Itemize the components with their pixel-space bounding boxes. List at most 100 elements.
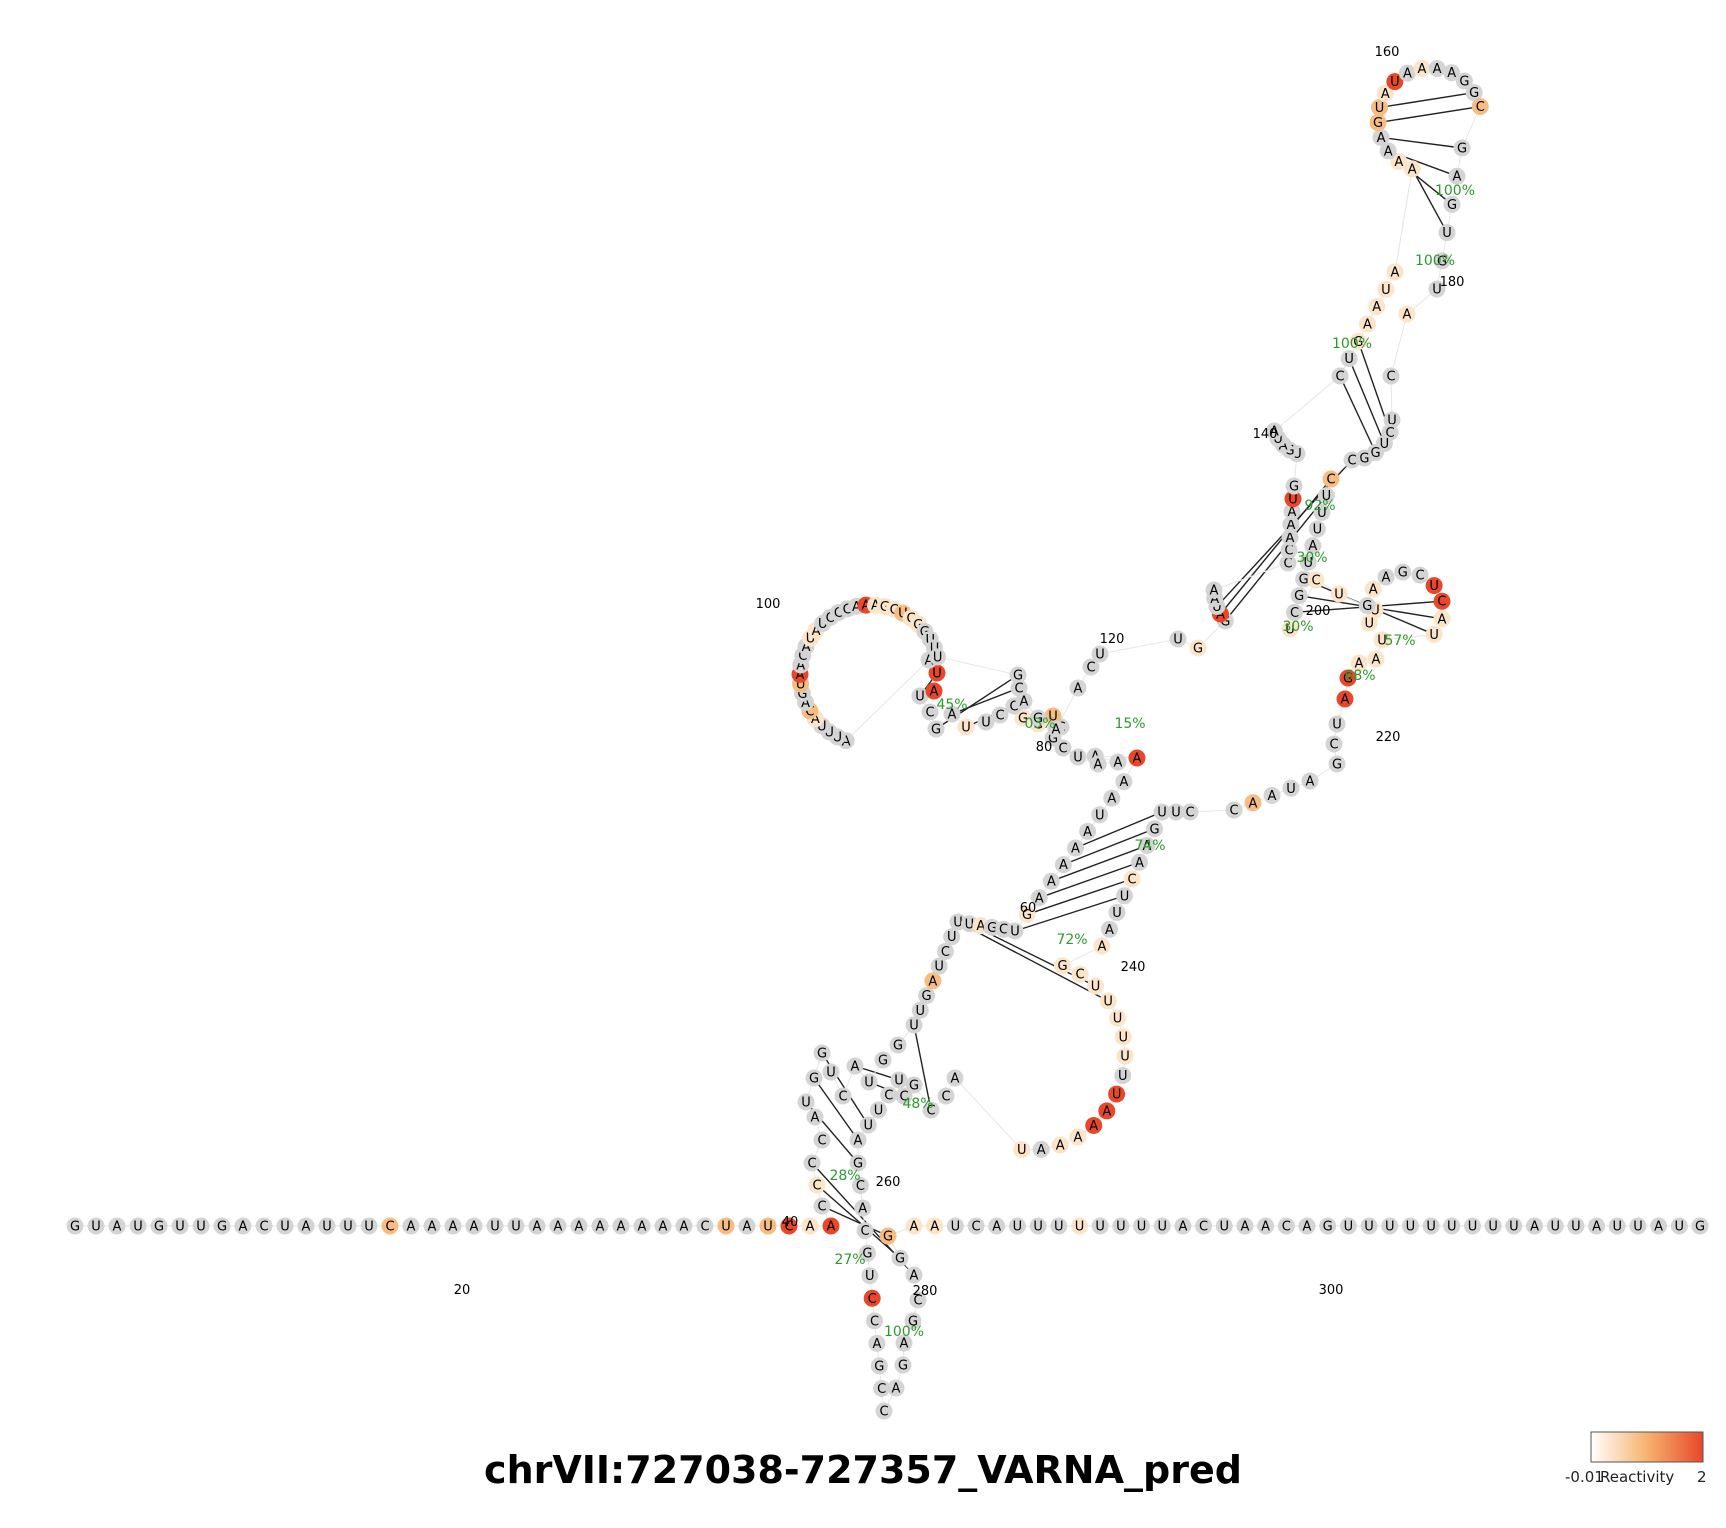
nucleotide-letter: A [872,1337,881,1352]
nucleotide-letter: A [1369,583,1378,598]
helix-percent-label: 48% [902,1096,933,1112]
nucleotide-circle [1018,905,1036,923]
nucleotide-letter: A [1286,531,1295,546]
nucleotide-letter: C [870,1314,879,1329]
nucleotide-circle [1067,839,1084,857]
nucleotide-circle [874,1051,892,1069]
nucleotide-circle [1367,650,1385,668]
nucleotide-210: C [1433,592,1451,610]
nucleotide-letter: G [70,1220,80,1235]
nucleotide-letter: A [861,599,870,614]
nucleotide-circle [894,1356,912,1374]
nucleotide-letter: U [796,677,806,692]
nucleotide-letter: A [1059,858,1068,873]
nucleotide-letter: C [1076,968,1085,983]
nucleotide-48: A [846,1057,864,1075]
nucleotide-18: A [423,1217,441,1235]
nucleotide-letter: C [1347,454,1356,469]
nucleotide-298: A [1236,1217,1254,1235]
nucleotide-circle [1116,887,1133,905]
nucleotide-20: A [465,1217,483,1235]
nucleotide-letter: C [1386,426,1395,441]
nucleotide-92: U [911,687,929,705]
base-pair-bonds [75,67,1700,1413]
nucleotide-letter: G [1022,908,1032,923]
nucleotide-41: C [813,1131,831,1149]
nucleotide-circle [991,706,1009,724]
nucleotide-letter: U [1426,1220,1436,1235]
nucleotide-219: C [1325,735,1343,753]
nucleotide-205: A [1364,580,1382,598]
nucleotide-64: U [1006,922,1024,940]
nucleotide-circle [1091,645,1109,663]
nucleotide-letter: A [575,1220,584,1235]
helix-percent-label: 03% [1024,716,1055,732]
nucleotide-circle [654,1217,672,1235]
base-pair-bond [1051,844,1148,882]
nucleotide-letter: U [1313,523,1323,538]
nucleotide-letter: G [853,1157,863,1172]
nucleotide-circle [1093,937,1111,955]
nucleotide-174: G [1465,84,1483,102]
nucleotide-circle [1369,114,1387,132]
nucleotide-160: A [1386,263,1404,281]
nucleotide-circle [1360,614,1378,632]
nucleotide-letter: C [1437,595,1446,610]
nucleotide-circle [1371,98,1389,116]
nucleotide-circle [1484,1217,1502,1235]
nucleotide-letter: G [1373,116,1383,131]
nucleotide-310: U [1484,1217,1502,1235]
nucleotide-circle [507,1217,525,1235]
nucleotide-letter: A [930,685,939,700]
nucleotide-letter: U [1509,1220,1519,1235]
nucleotide-letter: A [1403,308,1412,323]
nucleotide-249: A [1051,1136,1069,1154]
nucleotide-letter: U [1375,101,1385,116]
nucleotide-89: A [943,705,961,723]
nucleotide-circle [1047,720,1065,738]
nucleotide-letter: G [1013,669,1023,684]
nucleotide-letter: G [1343,672,1353,687]
nucleotide-letter: A [1306,775,1315,790]
nucleotide-circle [1082,658,1100,676]
nucleotide-circle [1009,666,1027,684]
nucleotide-circle [339,1217,357,1235]
nucleotide-214: A [1367,650,1385,668]
nucleotide-letter: U [1633,1220,1643,1235]
nucleotide-letter: C [1009,700,1018,715]
nucleotide-circle [444,1217,462,1235]
nucleotide-217: A [1336,690,1354,708]
nucleotide-93: A [925,682,943,700]
nucleotide-letter: G [1294,589,1304,604]
nucleotide-126: U [929,648,947,666]
nucleotide-circle [889,1036,907,1054]
nucleotide-circle [925,682,943,700]
nucleotide-circle [849,1131,867,1149]
nucleotide-letter: A [1094,758,1103,773]
nucleotide-letter: G [1285,444,1295,459]
nucleotide-94: U [928,664,946,682]
nucleotide-circle [880,1086,898,1104]
nucleotide-314: U [1567,1217,1585,1235]
nucleotide-218: U [1328,715,1346,733]
nucleotide-296: C [1195,1217,1213,1235]
nucleotide-180: G [1433,252,1451,270]
nucleotide-letter: U [1010,925,1020,940]
nucleotide-letter: U [1613,1220,1623,1235]
nucleotide-letter: C [838,1090,847,1105]
nucleotide-circle [150,1217,168,1235]
nucleotide-307: U [1422,1217,1440,1235]
nucleotide-letter: A [1261,1220,1270,1235]
backbone [75,67,1700,1413]
nucleotide-circle [1070,1217,1088,1235]
nucleotide-52: U [905,1016,923,1034]
nucleotide-letter: C [834,606,843,621]
nucleotide-letter: A [1279,438,1288,453]
nucleotide-circle [1069,679,1087,697]
nucleotide-circle [1128,749,1146,767]
nucleotide-letter: C [877,1382,886,1397]
nucleotide-circle [849,1154,867,1172]
nucleotide-circle [1325,735,1343,753]
nucleotide-49: U [860,1073,878,1091]
base-pair-bond [913,1024,932,1111]
